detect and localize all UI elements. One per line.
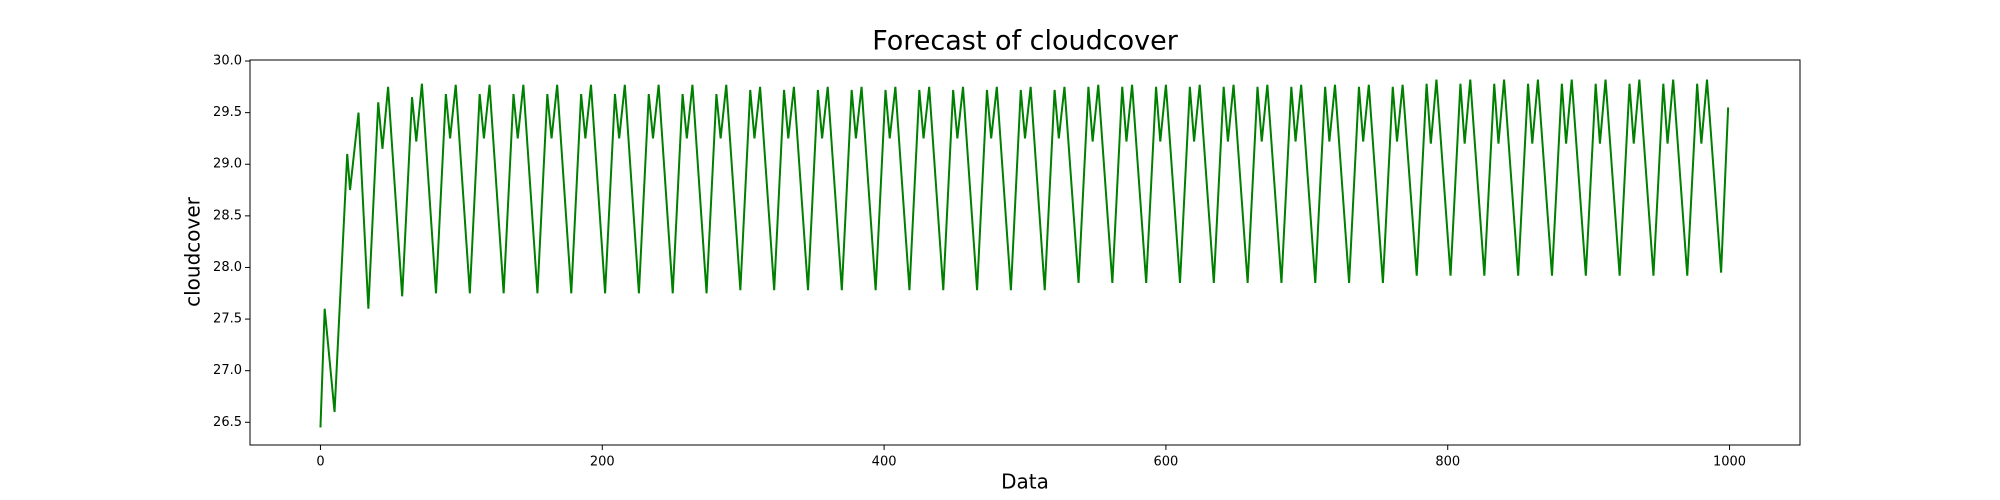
x-axis-label: Data (1001, 470, 1049, 494)
x-tick-label: 600 (1153, 455, 1178, 470)
plot-frame (249, 59, 1801, 446)
y-tick-label: 27.5 (213, 312, 242, 327)
y-tick-label: 27.0 (213, 363, 242, 378)
y-tick-label: 29.0 (213, 157, 242, 172)
x-tick-label: 200 (590, 455, 615, 470)
y-tick-label: 30.0 (213, 54, 242, 69)
line-series (319, 79, 1730, 428)
x-tick-label: 400 (872, 455, 897, 470)
y-axis-label: cloudcover (181, 196, 205, 307)
x-tick-label: 1000 (1713, 455, 1746, 470)
x-tick-label: 0 (316, 455, 324, 470)
y-tick-label: 29.5 (213, 105, 242, 120)
y-tick-label: 26.5 (213, 415, 242, 430)
y-tick-label: 28.0 (213, 260, 242, 275)
y-tick-label: 28.5 (213, 208, 242, 223)
chart-title: Forecast of cloudcover (872, 26, 1179, 57)
x-tick-label: 800 (1435, 455, 1460, 470)
